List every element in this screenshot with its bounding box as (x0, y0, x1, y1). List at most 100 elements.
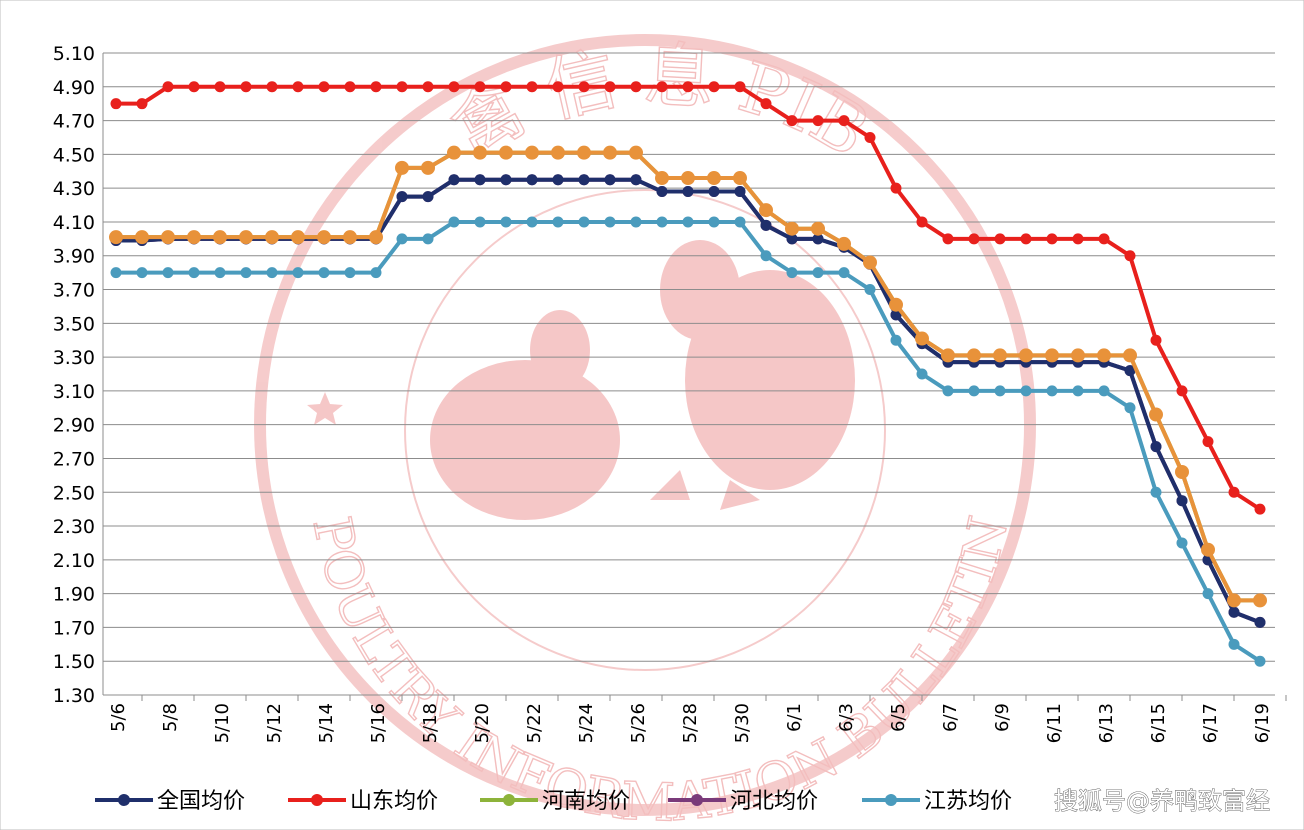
data-point (863, 255, 877, 270)
data-point (1149, 407, 1163, 422)
data-point (214, 81, 226, 93)
data-point (318, 267, 330, 279)
x-tick-label: 6/17 (1200, 703, 1221, 743)
data-point (370, 267, 382, 279)
data-point (994, 385, 1006, 397)
series-0 (110, 216, 1266, 667)
data-point (422, 233, 434, 245)
y-tick-label: 2.90 (53, 415, 95, 437)
data-point (1227, 593, 1241, 608)
legend-item: 河北均价 (668, 789, 818, 814)
data-point (551, 145, 565, 160)
x-tick-label: 6/1 (784, 703, 805, 732)
data-point (370, 81, 382, 93)
x-tick-label: 6/15 (1148, 703, 1169, 743)
data-point (786, 233, 798, 245)
data-point (1072, 385, 1084, 397)
x-tick-label: 5/6 (108, 703, 129, 732)
data-point (526, 81, 538, 93)
data-point (786, 267, 798, 279)
data-point (993, 348, 1007, 363)
source-credit: 搜狐号@养鸭致富经 (1054, 787, 1270, 815)
data-point (1098, 233, 1110, 245)
data-point (396, 81, 408, 93)
data-point (681, 171, 695, 186)
data-point (890, 182, 902, 194)
x-tick-label: 6/5 (888, 703, 909, 732)
x-tick-label: 6/3 (836, 703, 857, 732)
rooster-icon (430, 240, 855, 520)
data-point (266, 81, 278, 93)
legend-label: 全国均价 (157, 789, 245, 814)
data-point (604, 216, 616, 228)
data-point (447, 145, 461, 160)
data-point (421, 160, 435, 175)
data-point (1046, 385, 1058, 397)
series-layer (109, 81, 1267, 667)
data-point (265, 230, 279, 245)
x-tick-label: 5/28 (680, 703, 701, 743)
data-point (188, 267, 200, 279)
data-point (1228, 486, 1240, 498)
y-tick-label: 2.30 (53, 516, 95, 538)
data-point (552, 174, 564, 186)
data-point (630, 174, 642, 186)
data-point (1124, 365, 1136, 377)
data-point (1175, 464, 1189, 479)
data-point (395, 160, 409, 175)
data-point (396, 233, 408, 245)
data-point (1020, 385, 1032, 397)
data-point (162, 81, 174, 93)
y-tick-label: 1.90 (53, 584, 95, 606)
y-tick-label: 2.10 (53, 550, 95, 572)
series-5 (110, 81, 1266, 515)
data-point (812, 233, 824, 245)
data-point (317, 230, 331, 245)
data-point (552, 216, 564, 228)
data-point (1150, 486, 1162, 498)
data-point (396, 191, 408, 203)
y-tick-label: 3.70 (53, 280, 95, 302)
data-point (1176, 537, 1188, 549)
data-point (656, 186, 668, 198)
data-point (526, 174, 538, 186)
legend-item: 全国均价 (95, 789, 245, 814)
legend-swatch-marker (885, 794, 897, 806)
data-point (603, 145, 617, 160)
legend-label: 河北均价 (730, 789, 818, 814)
data-point (811, 221, 825, 236)
data-point (344, 267, 356, 279)
legend: 全国均价 山东均价 河南均价 河北均价 江苏均价 (95, 789, 1012, 814)
data-point (109, 230, 123, 245)
data-point (1176, 385, 1188, 397)
data-point (708, 216, 720, 228)
y-tick-label: 2.70 (53, 448, 95, 470)
data-point (942, 385, 954, 397)
x-tick-label: 5/20 (472, 703, 493, 743)
x-tick-label: 6/19 (1252, 703, 1273, 743)
legend-label: 江苏均价 (924, 789, 1012, 814)
data-point (499, 145, 513, 160)
data-point (422, 81, 434, 93)
data-point (604, 174, 616, 186)
data-point (967, 348, 981, 363)
x-tick-label: 5/8 (160, 703, 181, 732)
data-point (448, 174, 460, 186)
data-point (1098, 385, 1110, 397)
data-point (786, 115, 798, 127)
legend-item: 河南均价 (480, 789, 630, 814)
data-point (240, 267, 252, 279)
data-point (682, 81, 694, 93)
data-point (240, 81, 252, 93)
data-point (1201, 542, 1215, 557)
data-point (1202, 436, 1214, 448)
data-point (1228, 638, 1240, 650)
x-axis: 5/6 5/8 5/10 5/12 5/14 5/16 5/18 5/20 5/22 5/24 5/… (103, 694, 1287, 743)
data-point (656, 216, 668, 228)
data-point (1253, 593, 1267, 608)
legend-item: 江苏均价 (862, 789, 1012, 814)
y-tick-label: 4.70 (53, 111, 95, 133)
data-point (1097, 348, 1111, 363)
data-point (1150, 334, 1162, 346)
star-icon (307, 392, 343, 425)
